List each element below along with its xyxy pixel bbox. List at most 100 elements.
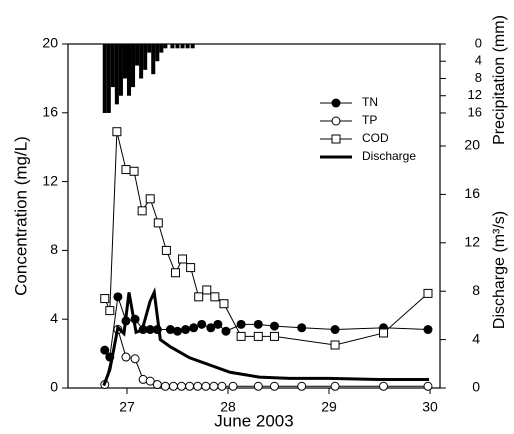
data-point — [197, 319, 207, 329]
data-point — [100, 294, 110, 304]
legend-label: TP — [362, 113, 377, 127]
data-point — [137, 206, 147, 216]
data-point — [168, 381, 178, 391]
precipitation-bar — [110, 44, 115, 88]
data-point — [330, 381, 340, 391]
data-point — [181, 325, 191, 335]
y-tick-label: 8 — [50, 241, 58, 257]
precipitation-bar — [135, 44, 140, 66]
data-point — [145, 325, 155, 335]
y2-tick-label: 8 — [472, 282, 480, 298]
data-point — [423, 381, 433, 391]
legend-label: Discharge — [362, 149, 416, 163]
x-axis-title: June 2003 — [214, 411, 293, 430]
y-tick-label: 16 — [42, 104, 58, 120]
precipitation-bar — [185, 44, 190, 49]
precipitation-bar — [151, 44, 156, 75]
data-point — [172, 326, 182, 336]
data-point — [330, 340, 340, 350]
data-point — [177, 381, 187, 391]
y2-tick-label: 20 — [464, 137, 480, 153]
data-point — [153, 218, 163, 228]
data-point — [253, 381, 263, 391]
precipitation-bar — [190, 44, 195, 49]
data-point — [236, 319, 246, 329]
data-point — [297, 323, 307, 333]
precipitation-bar — [155, 44, 160, 62]
data-point — [165, 325, 175, 335]
data-point — [217, 381, 227, 391]
x-tick-label: 29 — [321, 399, 337, 415]
legend-marker — [331, 134, 341, 144]
data-point — [152, 380, 162, 390]
precipitation-bar — [106, 44, 111, 113]
data-point — [201, 381, 211, 391]
data-point — [194, 292, 204, 302]
y3-tick-label: 8 — [475, 70, 482, 85]
y2-tick-label: 16 — [464, 185, 480, 201]
x-tick-label: 28 — [220, 399, 236, 415]
data-point — [210, 292, 220, 302]
legend-label: COD — [362, 131, 389, 145]
precipitation-bar — [159, 44, 164, 53]
precipitation-bar — [118, 44, 123, 96]
precipitation-bar — [114, 44, 119, 105]
x-tick-label: 27 — [119, 399, 135, 415]
precipitation-bar — [143, 44, 148, 70]
y2-tick-label: 12 — [464, 234, 480, 250]
data-point — [105, 306, 115, 316]
data-point — [186, 263, 196, 273]
data-point — [219, 299, 229, 309]
data-point — [297, 381, 307, 391]
data-point — [145, 194, 155, 204]
y-tick-label: 0 — [50, 379, 58, 395]
y-tick-label: 12 — [42, 172, 58, 188]
y2-axis-title: Discharge (m³/s) — [491, 211, 508, 329]
plot-frame — [67, 43, 441, 389]
y3-tick-label: 12 — [468, 87, 482, 102]
data-point — [100, 345, 110, 355]
data-point — [130, 354, 140, 364]
data-point — [161, 245, 171, 255]
data-point — [170, 268, 180, 278]
data-point — [193, 381, 203, 391]
y3-tick-label: 0 — [475, 35, 482, 50]
data-point — [206, 323, 216, 333]
data-point — [145, 376, 155, 386]
precipitation-bar — [175, 44, 180, 49]
data-point — [423, 288, 433, 298]
data-point — [221, 326, 231, 336]
data-point — [213, 319, 223, 329]
precipitation-bar — [131, 44, 136, 88]
data-point — [253, 319, 263, 329]
data-point — [121, 165, 131, 175]
data-point — [236, 331, 246, 341]
data-point — [269, 331, 279, 341]
precipitation-bar — [139, 44, 144, 79]
data-point — [178, 254, 188, 264]
y3-tick-label: 16 — [468, 104, 482, 119]
y-tick-label: 20 — [42, 35, 58, 51]
legend-label: TN — [362, 95, 378, 109]
precipitation-bar — [122, 44, 127, 79]
precipitation-bar — [163, 44, 168, 49]
data-point — [269, 381, 279, 391]
y3-axis-title: Precipitation (mm) — [491, 15, 508, 145]
precipitation-bar — [147, 44, 152, 53]
precipitation-bar — [102, 44, 107, 113]
legend-marker — [331, 116, 341, 126]
y-tick-label: 4 — [50, 310, 58, 326]
data-point — [160, 381, 170, 391]
y2-tick-label: 4 — [472, 330, 480, 346]
precipitation-bar — [126, 44, 132, 96]
data-point — [379, 328, 389, 338]
data-point — [209, 381, 219, 391]
x-tick-label: 30 — [422, 399, 438, 415]
data-point — [269, 321, 279, 331]
data-point — [202, 285, 212, 295]
data-point — [185, 381, 195, 391]
data-point — [330, 325, 340, 335]
y2-tick-label: 0 — [472, 379, 480, 395]
